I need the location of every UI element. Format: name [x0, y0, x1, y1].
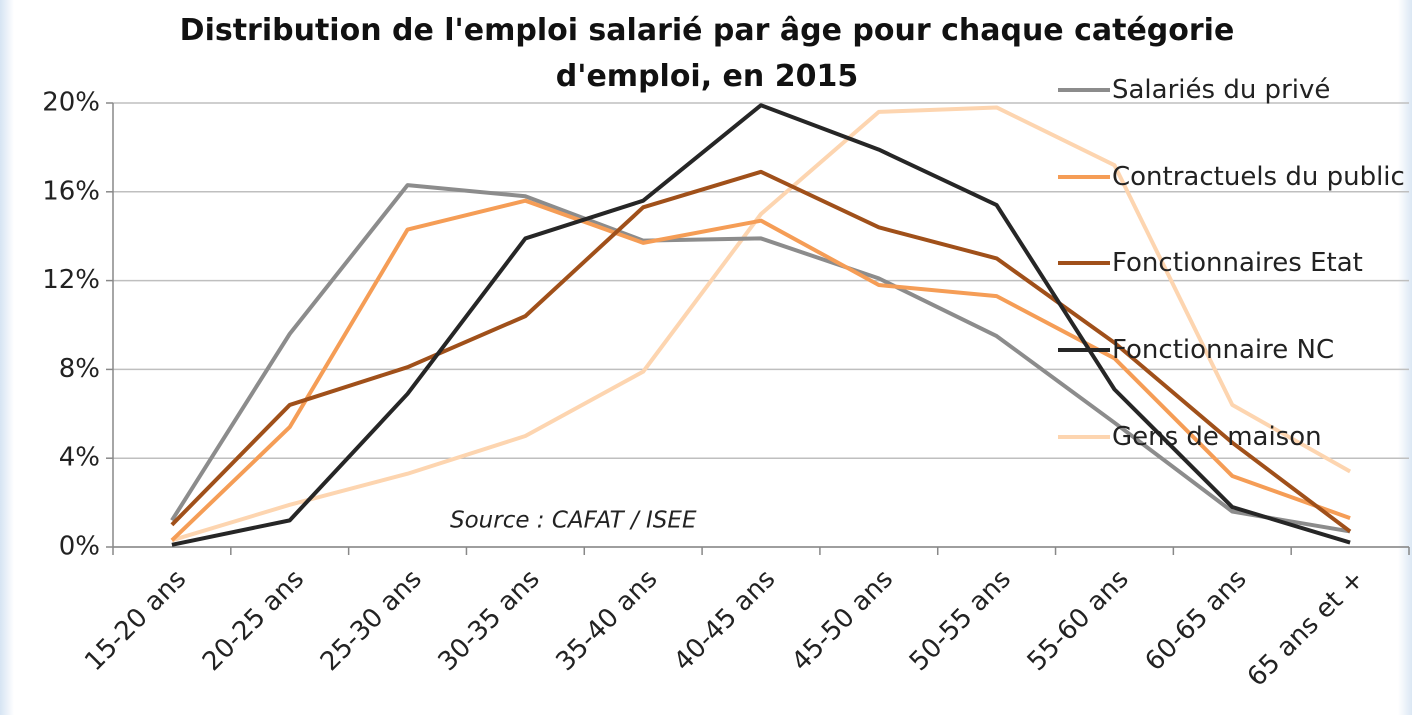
x-tick-label: 35-40 ans: [550, 564, 663, 677]
x-tick-label: 20-25 ans: [197, 564, 310, 677]
x-tick-label: 65 ans et +: [1242, 564, 1371, 693]
y-tick-label: 8%: [59, 354, 100, 384]
series-line: [171, 105, 1352, 543]
x-tick-label: 55-60 ans: [1022, 564, 1135, 677]
y-tick-label: 0%: [59, 532, 100, 562]
legend-label: Salariés du privé: [1112, 75, 1331, 105]
series-line: [171, 103, 1351, 547]
legend-label: Gens de maison: [1112, 422, 1322, 452]
x-tick-label: 25-30 ans: [315, 564, 428, 677]
x-tick-label: 30-35 ans: [433, 564, 546, 677]
annotation: Source : CAFAT / ISEE: [450, 508, 697, 534]
series-line: [170, 198, 1351, 542]
y-tick-label: 16%: [42, 176, 100, 206]
series-line: [170, 183, 1351, 534]
series-line: [170, 169, 1352, 534]
legend-label: Contractuels du public: [1112, 162, 1405, 192]
x-tick-label: 60-65 ans: [1140, 564, 1253, 677]
chart-title: Distribution de l'emploi salarié par âge…: [179, 13, 1235, 94]
y-tick-label: 4%: [59, 443, 100, 473]
legend-label: Fonctionnaires Etat: [1112, 248, 1363, 278]
x-tick-label: 45-50 ans: [786, 564, 899, 677]
y-tick-label: 20%: [42, 88, 100, 118]
legend-label: Fonctionnaire NC: [1112, 335, 1335, 365]
x-tick-label: 50-55 ans: [904, 564, 1017, 677]
y-tick-label: 12%: [42, 265, 100, 295]
x-tick-label: 15-20 ans: [79, 564, 192, 677]
x-tick-label: 40-45 ans: [668, 564, 781, 677]
